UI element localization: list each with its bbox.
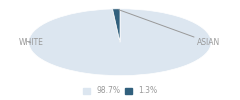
Wedge shape — [29, 9, 211, 76]
Text: ASIAN: ASIAN — [119, 10, 220, 47]
Legend: 98.7%, 1.3%: 98.7%, 1.3% — [82, 86, 158, 96]
Text: WHITE: WHITE — [18, 38, 43, 47]
Wedge shape — [113, 9, 120, 42]
